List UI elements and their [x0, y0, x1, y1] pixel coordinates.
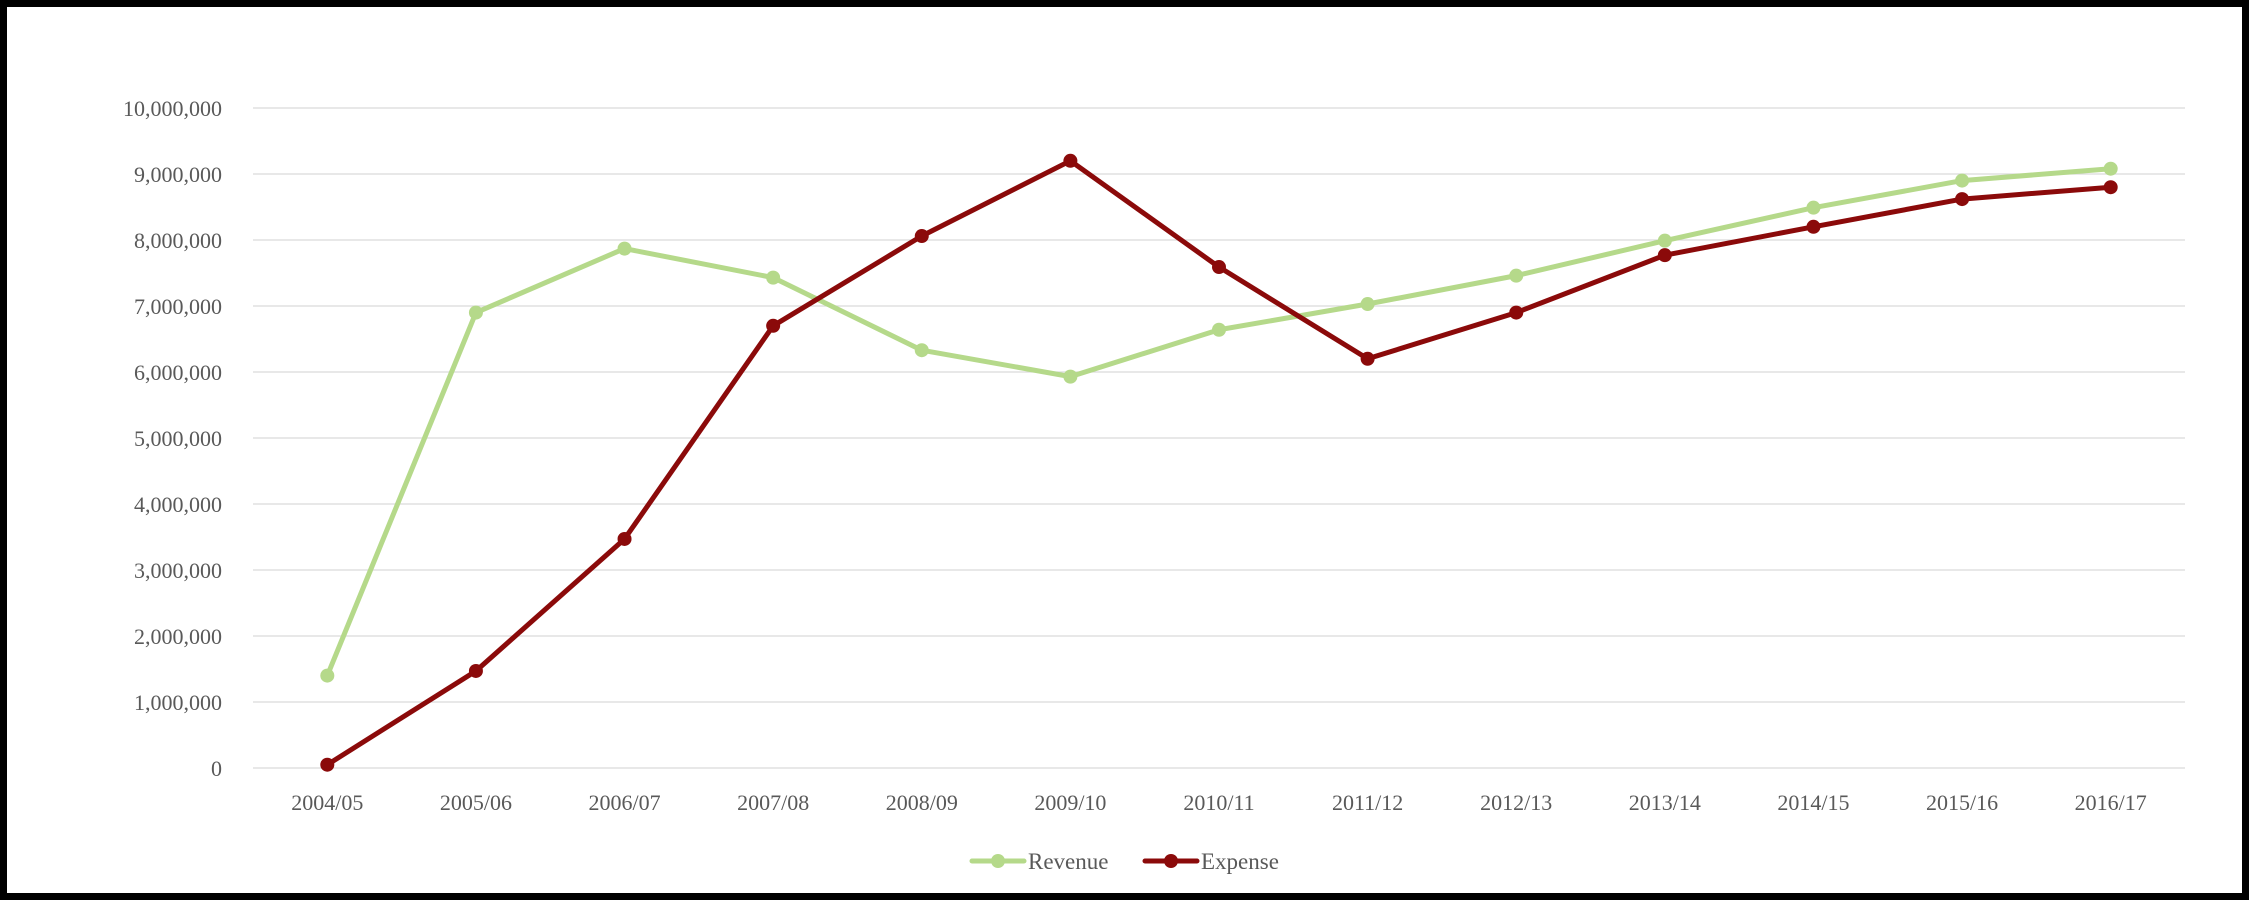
series-expense	[320, 153, 2118, 772]
gridlines	[253, 107, 2185, 769]
data-point-expense	[1509, 305, 1524, 320]
x-tick-label: 2006/07	[588, 790, 660, 815]
series-line-expense	[324, 158, 2114, 768]
x-tick-label: 2013/14	[1629, 790, 1701, 815]
data-point-revenue	[1657, 233, 1672, 248]
y-axis-tick-labels: 0 1,000,000 2,000,000 3,000,000 4,000,000 5,0…	[123, 96, 222, 781]
x-tick-label: 2007/08	[737, 790, 809, 815]
y-tick-label: 10,000,000	[123, 96, 222, 121]
x-axis-tick-labels: 2004/05 2005/06 2006/07 2007/08 2008/09 2009/…	[291, 790, 2147, 815]
legend-label: Revenue	[1028, 849, 1108, 874]
x-tick-label: 2011/12	[1332, 790, 1403, 815]
y-tick-label: 5,000,000	[134, 426, 222, 451]
data-point-expense	[914, 229, 929, 244]
data-point-expense	[766, 318, 781, 333]
y-tick-label: 2,000,000	[134, 624, 222, 649]
data-point-revenue	[2103, 161, 2118, 176]
data-point-revenue	[1806, 200, 1821, 215]
legend: Revenue Expense	[969, 849, 1279, 874]
data-point-revenue	[1955, 173, 1970, 188]
y-tick-label: 3,000,000	[134, 558, 222, 583]
y-tick-label: 8,000,000	[134, 228, 222, 253]
series-line-revenue	[324, 166, 2114, 679]
data-point-revenue	[766, 270, 781, 285]
data-point-expense	[1657, 248, 1672, 263]
x-tick-label: 2012/13	[1480, 790, 1552, 815]
data-point-expense	[617, 531, 632, 546]
y-tick-label: 6,000,000	[134, 360, 222, 385]
y-tick-label: 1,000,000	[134, 690, 222, 715]
legend-marker-dot	[991, 854, 1005, 868]
series-layer	[320, 153, 2118, 772]
data-point-expense	[320, 757, 335, 772]
legend-item-revenue: Revenue	[969, 849, 1108, 874]
legend-item-expense: Expense	[1142, 849, 1279, 874]
data-point-revenue	[1360, 297, 1375, 312]
x-tick-label: 2015/16	[1926, 790, 1998, 815]
data-point-expense	[2103, 180, 2118, 195]
legend-marker-dot	[1164, 854, 1178, 868]
data-point-revenue	[914, 343, 929, 358]
x-tick-label: 2005/06	[440, 790, 512, 815]
data-point-expense	[1955, 192, 1970, 207]
y-tick-label: 0	[211, 756, 222, 781]
data-point-expense	[468, 663, 483, 678]
x-tick-label: 2008/09	[886, 790, 958, 815]
data-point-revenue	[1212, 322, 1226, 337]
y-tick-label: 9,000,000	[134, 162, 222, 187]
data-point-expense	[1063, 153, 1078, 168]
series-revenue	[320, 161, 2118, 683]
legend-label: Expense	[1201, 849, 1279, 874]
x-tick-label: 2004/05	[291, 790, 363, 815]
data-point-revenue	[1509, 268, 1524, 283]
y-tick-label: 4,000,000	[134, 492, 222, 517]
data-point-expense	[1212, 260, 1226, 275]
data-point-revenue	[1063, 369, 1078, 384]
data-point-revenue	[320, 668, 335, 683]
x-tick-label: 2016/17	[2075, 790, 2147, 815]
data-point-revenue	[617, 241, 632, 256]
data-point-revenue	[468, 305, 483, 320]
x-tick-label: 2010/11	[1183, 790, 1254, 815]
data-point-expense	[1806, 219, 1821, 234]
x-tick-label: 2014/15	[1777, 790, 1849, 815]
x-tick-label: 2009/10	[1034, 790, 1106, 815]
y-tick-label: 7,000,000	[134, 294, 222, 319]
data-point-expense	[1360, 351, 1375, 366]
